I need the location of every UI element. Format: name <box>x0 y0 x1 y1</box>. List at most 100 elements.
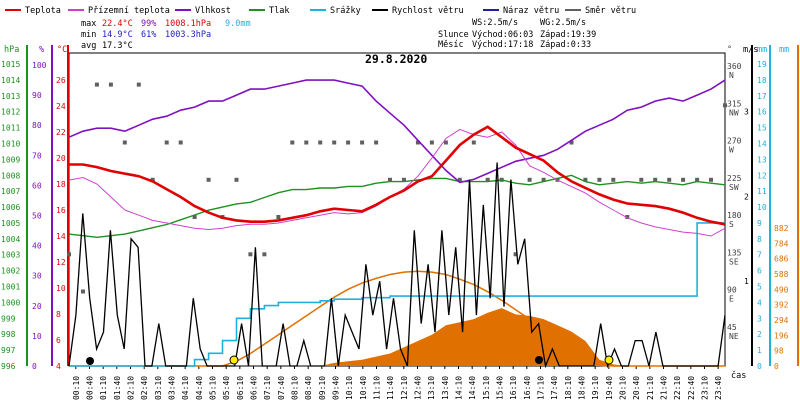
x-tick-label: 19:10 <box>591 376 600 400</box>
pct-tick-label: 70 <box>32 151 42 160</box>
series-smer-vetru-point <box>415 140 420 145</box>
x-tick-label: 04:40 <box>195 376 204 400</box>
mm-axis-unit: mm <box>757 45 767 55</box>
x-tick-label: 13:40 <box>441 376 450 400</box>
x-tick-label: 02:10 <box>127 376 136 400</box>
hpa-tick-label: 1005 <box>1 219 20 228</box>
axes: 00:10 00:40 01:10 01:40 02:10 02:40 03:10 03:40… <box>1 45 799 400</box>
x-tick-label: 08:40 <box>304 376 313 400</box>
stats-sunset: Západ:19:39 <box>540 30 596 40</box>
ms-tick-label: 2 <box>744 192 749 201</box>
hpa-tick-label: 996 <box>1 362 16 371</box>
stats-min-temp: 14.9°C <box>102 30 133 40</box>
x-axis-label: čas <box>731 370 746 381</box>
mm-tick-label: 3 <box>757 314 762 323</box>
hpa-tick-label: 1011 <box>1 124 20 133</box>
series-smer-vetru-point <box>388 177 392 182</box>
stats-moonset: Západ:0:33 <box>540 40 591 50</box>
hpa-tick-label: 1002 <box>1 267 20 276</box>
deg-tick-label: 90 <box>727 286 737 295</box>
x-tick-label: 07:40 <box>277 376 286 400</box>
deg-tick-dir: SE <box>729 257 739 266</box>
hpa-tick-label: 997 <box>1 346 16 355</box>
hpa-tick-label: 1008 <box>1 171 20 180</box>
stats-sunrise: Východ:06:03 <box>472 30 533 40</box>
degc-tick-label: 18 <box>56 180 66 189</box>
degc-axis-unit: °C <box>57 45 67 55</box>
series-smer-vetru-point <box>471 140 476 145</box>
hpa-tick-label: 1000 <box>1 298 20 307</box>
series-smer-vetru-point <box>178 140 183 145</box>
x-tick-label: 01:10 <box>99 376 108 400</box>
mm-tick-label: 17 <box>757 92 767 101</box>
wm2-tick-label: 98 <box>774 347 784 356</box>
degc-tick-label: 16 <box>56 206 66 215</box>
hpa-tick-label: 1009 <box>1 155 20 164</box>
series-smer-vetru-point <box>206 177 211 182</box>
hpa-tick-label: 1007 <box>1 187 20 196</box>
x-tick-label: 02:40 <box>140 376 149 400</box>
wm2-tick-label: 784 <box>774 239 789 248</box>
series-smer-vetru-point <box>402 177 406 182</box>
x-tick-label: 13:10 <box>427 376 436 400</box>
series-smer-vetru-point <box>695 177 700 182</box>
mm-tick-label: 12 <box>757 171 767 180</box>
stats-max-press: 1008.1hPa <box>165 19 211 29</box>
pct-tick-label: 90 <box>32 91 42 100</box>
mm-tick-label: 5 <box>757 283 762 292</box>
wm2-tick-label: 588 <box>774 270 789 279</box>
series-smer-vetru-point <box>625 215 630 219</box>
stats-min-label: min <box>81 30 96 40</box>
legend-label: Rychlost větru <box>392 6 464 16</box>
hpa-tick-label: 1015 <box>1 60 20 69</box>
series-smer-vetru-point <box>94 82 99 87</box>
wm2-tick-label: 196 <box>774 331 789 340</box>
series-smer-vetru-point <box>332 140 337 145</box>
legend-label: Teplota <box>25 6 61 16</box>
pct-tick-label: 100 <box>32 61 47 70</box>
stats-max-temp: 22.4°C <box>102 19 133 29</box>
wm2-tick-label: 294 <box>774 316 789 325</box>
deg-tick-dir: W <box>729 146 734 155</box>
x-tick-label: 01:40 <box>113 376 122 400</box>
ms-tick-label: 1 <box>744 277 749 286</box>
series-smer-vetru-point <box>360 140 365 145</box>
x-tick-label: 15:40 <box>496 376 505 400</box>
mm-tick-label: 1 <box>757 346 762 355</box>
series-smer-vetru-point <box>276 215 281 219</box>
series-smer-vetru-point <box>81 289 85 294</box>
series-smer-vetru-point <box>667 177 672 182</box>
degc-tick-label: 12 <box>56 258 66 267</box>
hpa-tick-label: 1012 <box>1 108 20 117</box>
x-tick-label: 03:40 <box>168 376 177 400</box>
mm-tick-label: 9 <box>757 219 762 228</box>
pct-tick-label: 10 <box>32 332 42 341</box>
x-tick-label: 03:10 <box>154 376 163 400</box>
hpa-tick-label: 1004 <box>1 235 20 244</box>
mm-tick-label: 11 <box>757 187 767 196</box>
x-tick-label: 16:10 <box>509 376 518 400</box>
x-tick-label: 07:10 <box>263 376 272 400</box>
legend-label: Směr větru <box>585 6 636 16</box>
deg-tick-dir: N <box>729 71 734 80</box>
series-smer-vetru-point <box>485 177 490 182</box>
stats-max-label: max <box>81 19 96 29</box>
legend-label: Srážky <box>330 6 361 16</box>
deg-tick-dir: NW <box>729 108 739 117</box>
hpa-tick-label: 1010 <box>1 139 20 148</box>
series-smer-vetru-point <box>681 177 686 182</box>
deg-tick-label: 45 <box>727 323 737 332</box>
stats-wg: WG:2.5m/s <box>540 18 586 28</box>
wm2-tick-label: 490 <box>774 285 789 294</box>
x-tick-label: 23:40 <box>714 376 723 400</box>
mm-tick-label: 16 <box>757 108 767 117</box>
wm2-tick-label: 392 <box>774 301 789 310</box>
mm-tick-label: 13 <box>757 155 767 164</box>
sunset-marker <box>604 355 614 365</box>
sunrise-marker <box>229 355 239 365</box>
stats-min-press: 1003.3hPa <box>165 30 211 40</box>
x-tick-label: 06:10 <box>236 376 245 400</box>
hpa-tick-label: 999 <box>1 314 16 323</box>
x-tick-label: 20:40 <box>632 376 641 400</box>
